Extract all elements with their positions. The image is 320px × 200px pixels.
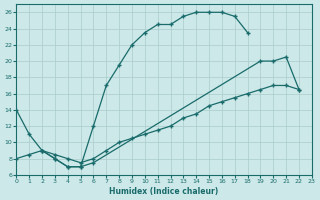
- X-axis label: Humidex (Indice chaleur): Humidex (Indice chaleur): [109, 187, 219, 196]
